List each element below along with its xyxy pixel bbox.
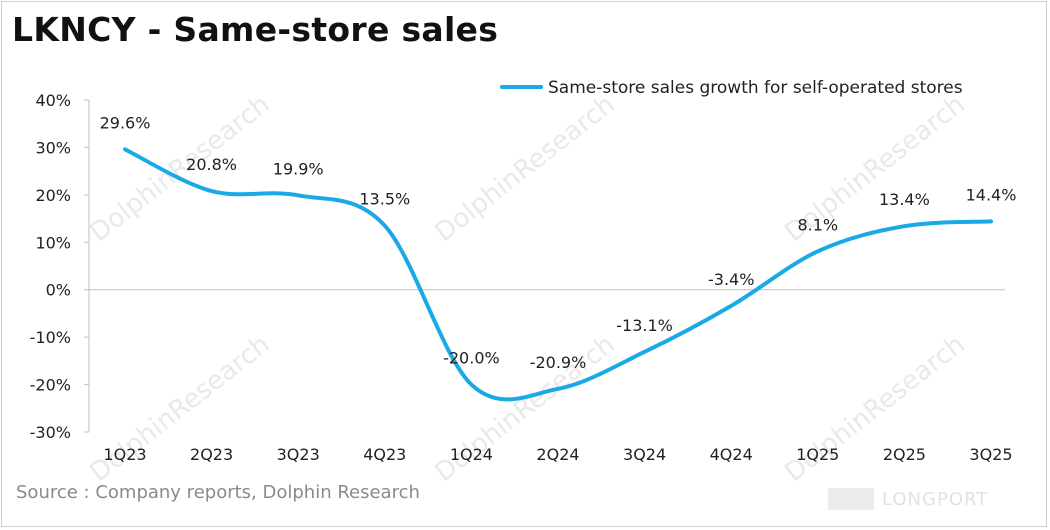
data-label: -13.1% bbox=[616, 316, 673, 335]
data-label: -3.4% bbox=[708, 270, 754, 289]
data-label: 13.4% bbox=[879, 190, 930, 209]
series-layer bbox=[123, 147, 993, 402]
y-tick-label: 30% bbox=[35, 138, 71, 157]
longport-watermark: LONGPORT bbox=[828, 488, 988, 510]
y-tick-label: 0% bbox=[46, 281, 71, 300]
y-tick-label: -20% bbox=[30, 376, 71, 395]
x-tick-label: 3Q23 bbox=[277, 445, 320, 464]
watermark-text: DolphinResearch bbox=[85, 329, 276, 488]
data-label: 20.8% bbox=[186, 155, 237, 174]
watermark-text: DolphinResearch bbox=[430, 89, 621, 248]
x-tick-label: 3Q24 bbox=[623, 445, 666, 464]
data-labels: 29.6% 20.8% 19.9% 13.5% -20.0% -20.9% -13.1% -3… bbox=[100, 113, 1017, 372]
x-tick-label: 4Q24 bbox=[710, 445, 753, 464]
longport-logo-icon bbox=[828, 488, 874, 510]
x-tick-label: 2Q23 bbox=[190, 445, 233, 464]
x-tick-label: 1Q25 bbox=[796, 445, 839, 464]
longport-logo-text: LONGPORT bbox=[882, 488, 989, 510]
legend: Same-store sales growth for self-operate… bbox=[500, 78, 963, 98]
y-tick-label: 10% bbox=[35, 233, 71, 252]
data-label: 14.4% bbox=[966, 185, 1017, 204]
legend-label: Same-store sales growth for self-operate… bbox=[548, 78, 963, 98]
data-label: -20.0% bbox=[443, 349, 500, 368]
data-label: 8.1% bbox=[797, 215, 838, 234]
y-tick-label: 40% bbox=[35, 91, 71, 110]
x-tick-label: 1Q23 bbox=[103, 445, 146, 464]
data-label: 13.5% bbox=[359, 190, 410, 209]
data-label: -20.9% bbox=[530, 353, 587, 372]
x-tick-label: 4Q23 bbox=[363, 445, 406, 464]
x-tick-label: 2Q25 bbox=[883, 445, 926, 464]
x-tick-label: 3Q25 bbox=[969, 445, 1012, 464]
chart-title: LKNCY - Same-store sales bbox=[12, 10, 499, 49]
series-line bbox=[123, 147, 993, 402]
source-note: Source : Company reports, Dolphin Resear… bbox=[16, 482, 420, 503]
y-tick-label: -30% bbox=[30, 423, 71, 442]
watermark-text: DolphinResearch bbox=[780, 329, 971, 488]
watermark-layer: DolphinResearch DolphinResearch DolphinRes… bbox=[85, 89, 971, 488]
y-tick-label: 20% bbox=[35, 186, 71, 205]
data-label: 29.6% bbox=[100, 113, 151, 132]
y-axis: -30% -20% -10% 0% 10% 20% 30% 40% bbox=[30, 91, 90, 442]
data-label: 19.9% bbox=[273, 159, 324, 178]
y-tick-label: -10% bbox=[30, 328, 71, 347]
x-tick-label: 1Q24 bbox=[450, 445, 493, 464]
x-axis: 1Q23 2Q23 3Q23 4Q23 1Q24 2Q24 3Q24 4Q24 1Q25 2Q25… bbox=[89, 289, 1013, 464]
x-tick-label: 2Q24 bbox=[536, 445, 579, 464]
